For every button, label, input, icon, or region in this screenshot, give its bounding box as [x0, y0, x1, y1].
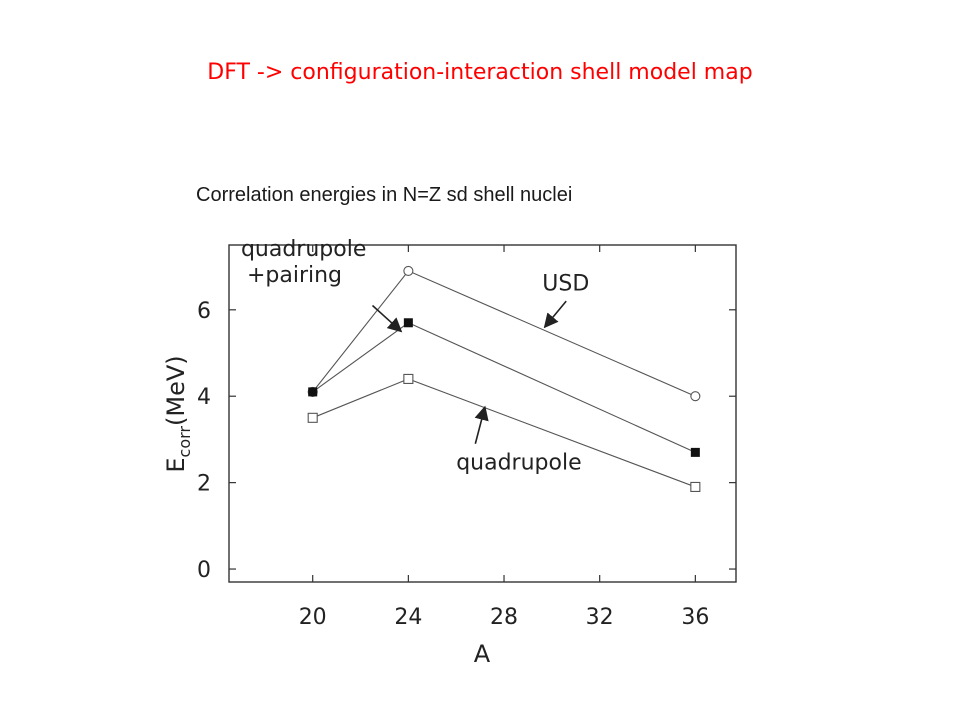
- slide-title: DFT -> configuration-interaction shell m…: [207, 60, 753, 85]
- annotation-arrow: [474, 405, 489, 444]
- annotation-label: +pairing: [247, 263, 342, 288]
- y-tick-label: 2: [197, 472, 211, 497]
- y-tick-label: 0: [197, 558, 211, 583]
- series-markers: [307, 265, 701, 492]
- x-tick-label: 28: [490, 605, 518, 630]
- annotation-label: quadrupole: [241, 237, 366, 262]
- data-point: [690, 481, 701, 492]
- data-point: [403, 318, 413, 328]
- x-axis-label: A: [474, 640, 491, 668]
- y-tick-label: 4: [197, 385, 211, 410]
- data-point: [308, 387, 318, 397]
- annotation-label: quadrupole: [456, 451, 581, 476]
- series-line: [312, 270, 696, 397]
- x-tick-label: 20: [299, 605, 327, 630]
- y-axis-label-main: E: [162, 457, 190, 472]
- data-point: [690, 447, 700, 457]
- y-axis-label: Ecorr(MeV): [162, 355, 194, 472]
- annotation-arrow: [371, 304, 403, 333]
- plot-frame: [228, 244, 737, 583]
- data-point: [307, 412, 318, 423]
- annotation-arrow: [543, 300, 567, 329]
- data-point: [690, 391, 701, 402]
- x-tick-label: 24: [394, 605, 422, 630]
- series-line: [312, 322, 696, 453]
- x-tick-label: 36: [681, 605, 709, 630]
- data-point: [403, 373, 414, 384]
- y-tick-label: 6: [197, 299, 211, 324]
- x-tick-label: 32: [586, 605, 614, 630]
- slide-subtitle: Correlation energies in N=Z sd shell nuc…: [196, 184, 573, 206]
- y-axis-label-unit: (MeV): [162, 355, 190, 426]
- data-point: [403, 265, 414, 276]
- annotation-label: USD: [542, 271, 589, 296]
- y-axis-label-sub: corr: [175, 426, 194, 458]
